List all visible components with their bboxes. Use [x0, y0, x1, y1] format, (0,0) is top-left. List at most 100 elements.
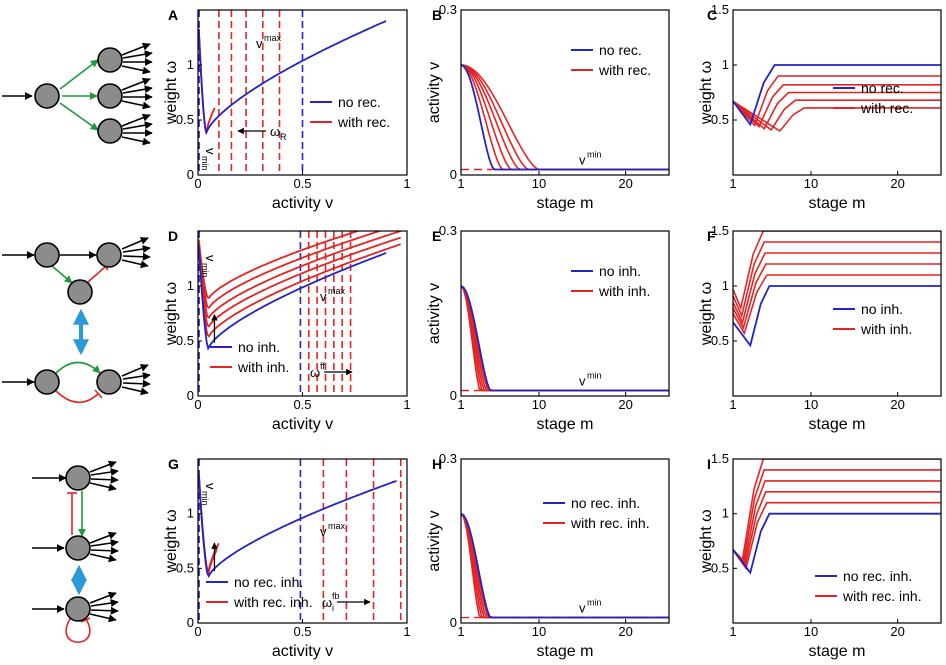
red-series-line [733, 99, 941, 132]
omega-superscript: fb [332, 591, 340, 601]
plot-frame [460, 9, 670, 176]
red-series-line [461, 285, 669, 392]
red-series-line [198, 243, 401, 338]
x-axis-label: stage m [537, 416, 594, 433]
plot-frame [732, 458, 942, 624]
blue-series-line [461, 64, 669, 171]
y-tick-label: 1.5 [711, 451, 729, 466]
legend: no rec. with rec. [833, 80, 913, 116]
x-tick-label: 0.5 [293, 624, 311, 639]
y-tick-label: 0 [450, 615, 457, 630]
x-axis-label: stage m [809, 643, 866, 660]
legend: no inh. with inh. [833, 301, 912, 337]
vmin-label-superscript: min [587, 598, 602, 608]
legend-red-label: with rec. inh. [842, 588, 922, 604]
vmax-label: v [320, 524, 327, 539]
x-tick-label: 1 [729, 397, 736, 412]
circuit-diagram-fb-inh [32, 460, 119, 644]
panel-letter: B [432, 7, 442, 23]
legend-blue-label: no inh. [599, 263, 641, 279]
plot-area [461, 64, 669, 171]
y-tick-label: 1 [722, 57, 729, 72]
vmax-label-superscript: max [328, 521, 346, 531]
plot-area [198, 459, 402, 623]
omega-label: ω [322, 595, 332, 610]
legend-red-label: with inh. [860, 321, 912, 337]
red-series-line [461, 64, 669, 171]
panel-letter: G [168, 456, 179, 472]
legend: no rec. inh. with rec. inh. [543, 495, 650, 531]
plot-area [733, 64, 941, 133]
y-tick-label: 1 [722, 278, 729, 293]
legend-blue-label: no rec. [599, 42, 642, 58]
panel-b: 1 10 20 0 0.3 stage m activity v Bno rec. with r… [426, 2, 670, 212]
legend-red-label: with inh. [598, 283, 650, 299]
y-tick-label: 0.3 [439, 2, 457, 17]
red-series-line [733, 231, 941, 311]
red-series-line [461, 285, 669, 392]
red-series-line [733, 241, 941, 319]
panel-letter: A [168, 7, 178, 23]
vmax-label-superscript: max [328, 286, 346, 296]
y-tick-label: 0.5 [711, 560, 729, 575]
red-inhibitory-edge [87, 266, 106, 283]
x-tick-label: 20 [890, 176, 904, 191]
legend-red-label: with rec. [860, 100, 913, 116]
y-axis-label: activity v [426, 283, 443, 344]
green-edge [51, 265, 73, 284]
y-axis-label: weight ω [698, 61, 715, 125]
vmin-label: v [203, 483, 218, 490]
panel-letter: H [432, 456, 442, 472]
red-series-line [733, 75, 941, 128]
neuron-node [97, 47, 123, 73]
x-tick-label: 1 [457, 176, 464, 191]
omega-subscript: R [280, 132, 287, 142]
x-axis-label: stage m [537, 195, 594, 212]
red-series-line [461, 64, 669, 171]
vmin-label-superscript: min [587, 371, 602, 381]
neuron-node [34, 83, 60, 109]
legend-red-label: with rec. inh. [570, 515, 650, 531]
legend: no rec. with rec. [571, 42, 651, 78]
y-tick-label: 0.5 [176, 333, 194, 348]
plot-frame [460, 458, 670, 624]
red-series-line [461, 64, 669, 171]
panel-letter: D [168, 228, 178, 244]
x-tick-label: 0 [194, 624, 201, 639]
blue-series-line [198, 245, 387, 351]
y-axis-label: weight ω [698, 282, 715, 346]
red-series-line [733, 263, 941, 330]
plot-area [733, 231, 941, 348]
blue-series-line [733, 64, 941, 127]
legend-blue-label: no inh. [861, 301, 903, 317]
red-series-line [733, 91, 941, 131]
vmin-label-subscript: min [200, 491, 210, 506]
x-axis-label: stage m [809, 195, 866, 212]
x-tick-label: 20 [890, 397, 904, 412]
plot-frame [197, 230, 408, 397]
x-tick-label: 0 [194, 397, 201, 412]
y-tick-label: 1 [187, 278, 194, 293]
legend-red-label: with rec. [337, 114, 390, 130]
y-tick-label: 0.3 [439, 451, 457, 466]
x-tick-label: 0.5 [293, 176, 311, 191]
x-tick-label: 1 [729, 624, 736, 639]
panel-e: 1 10 20 0 0.3 stage m activity v Eno inh. with i… [426, 223, 670, 433]
legend-blue-label: no rec. [861, 80, 904, 96]
x-tick-label: 1 [457, 624, 464, 639]
legend: no rec. with rec. [310, 94, 390, 130]
omega-superscript: ff [320, 361, 325, 371]
x-tick-label: 1 [403, 176, 410, 191]
x-axis-label: activity v [272, 643, 333, 660]
red-series-line [733, 274, 941, 336]
blue-series-line [733, 512, 941, 575]
red-series-line [461, 285, 669, 392]
x-tick-label: 1 [457, 397, 464, 412]
vmin-label: v [203, 148, 218, 155]
blue-series-line [461, 512, 669, 619]
x-axis-label: activity v [272, 416, 333, 433]
x-tick-label: 20 [618, 176, 632, 191]
x-tick-label: 10 [532, 176, 546, 191]
omega-label: ω [310, 365, 320, 380]
